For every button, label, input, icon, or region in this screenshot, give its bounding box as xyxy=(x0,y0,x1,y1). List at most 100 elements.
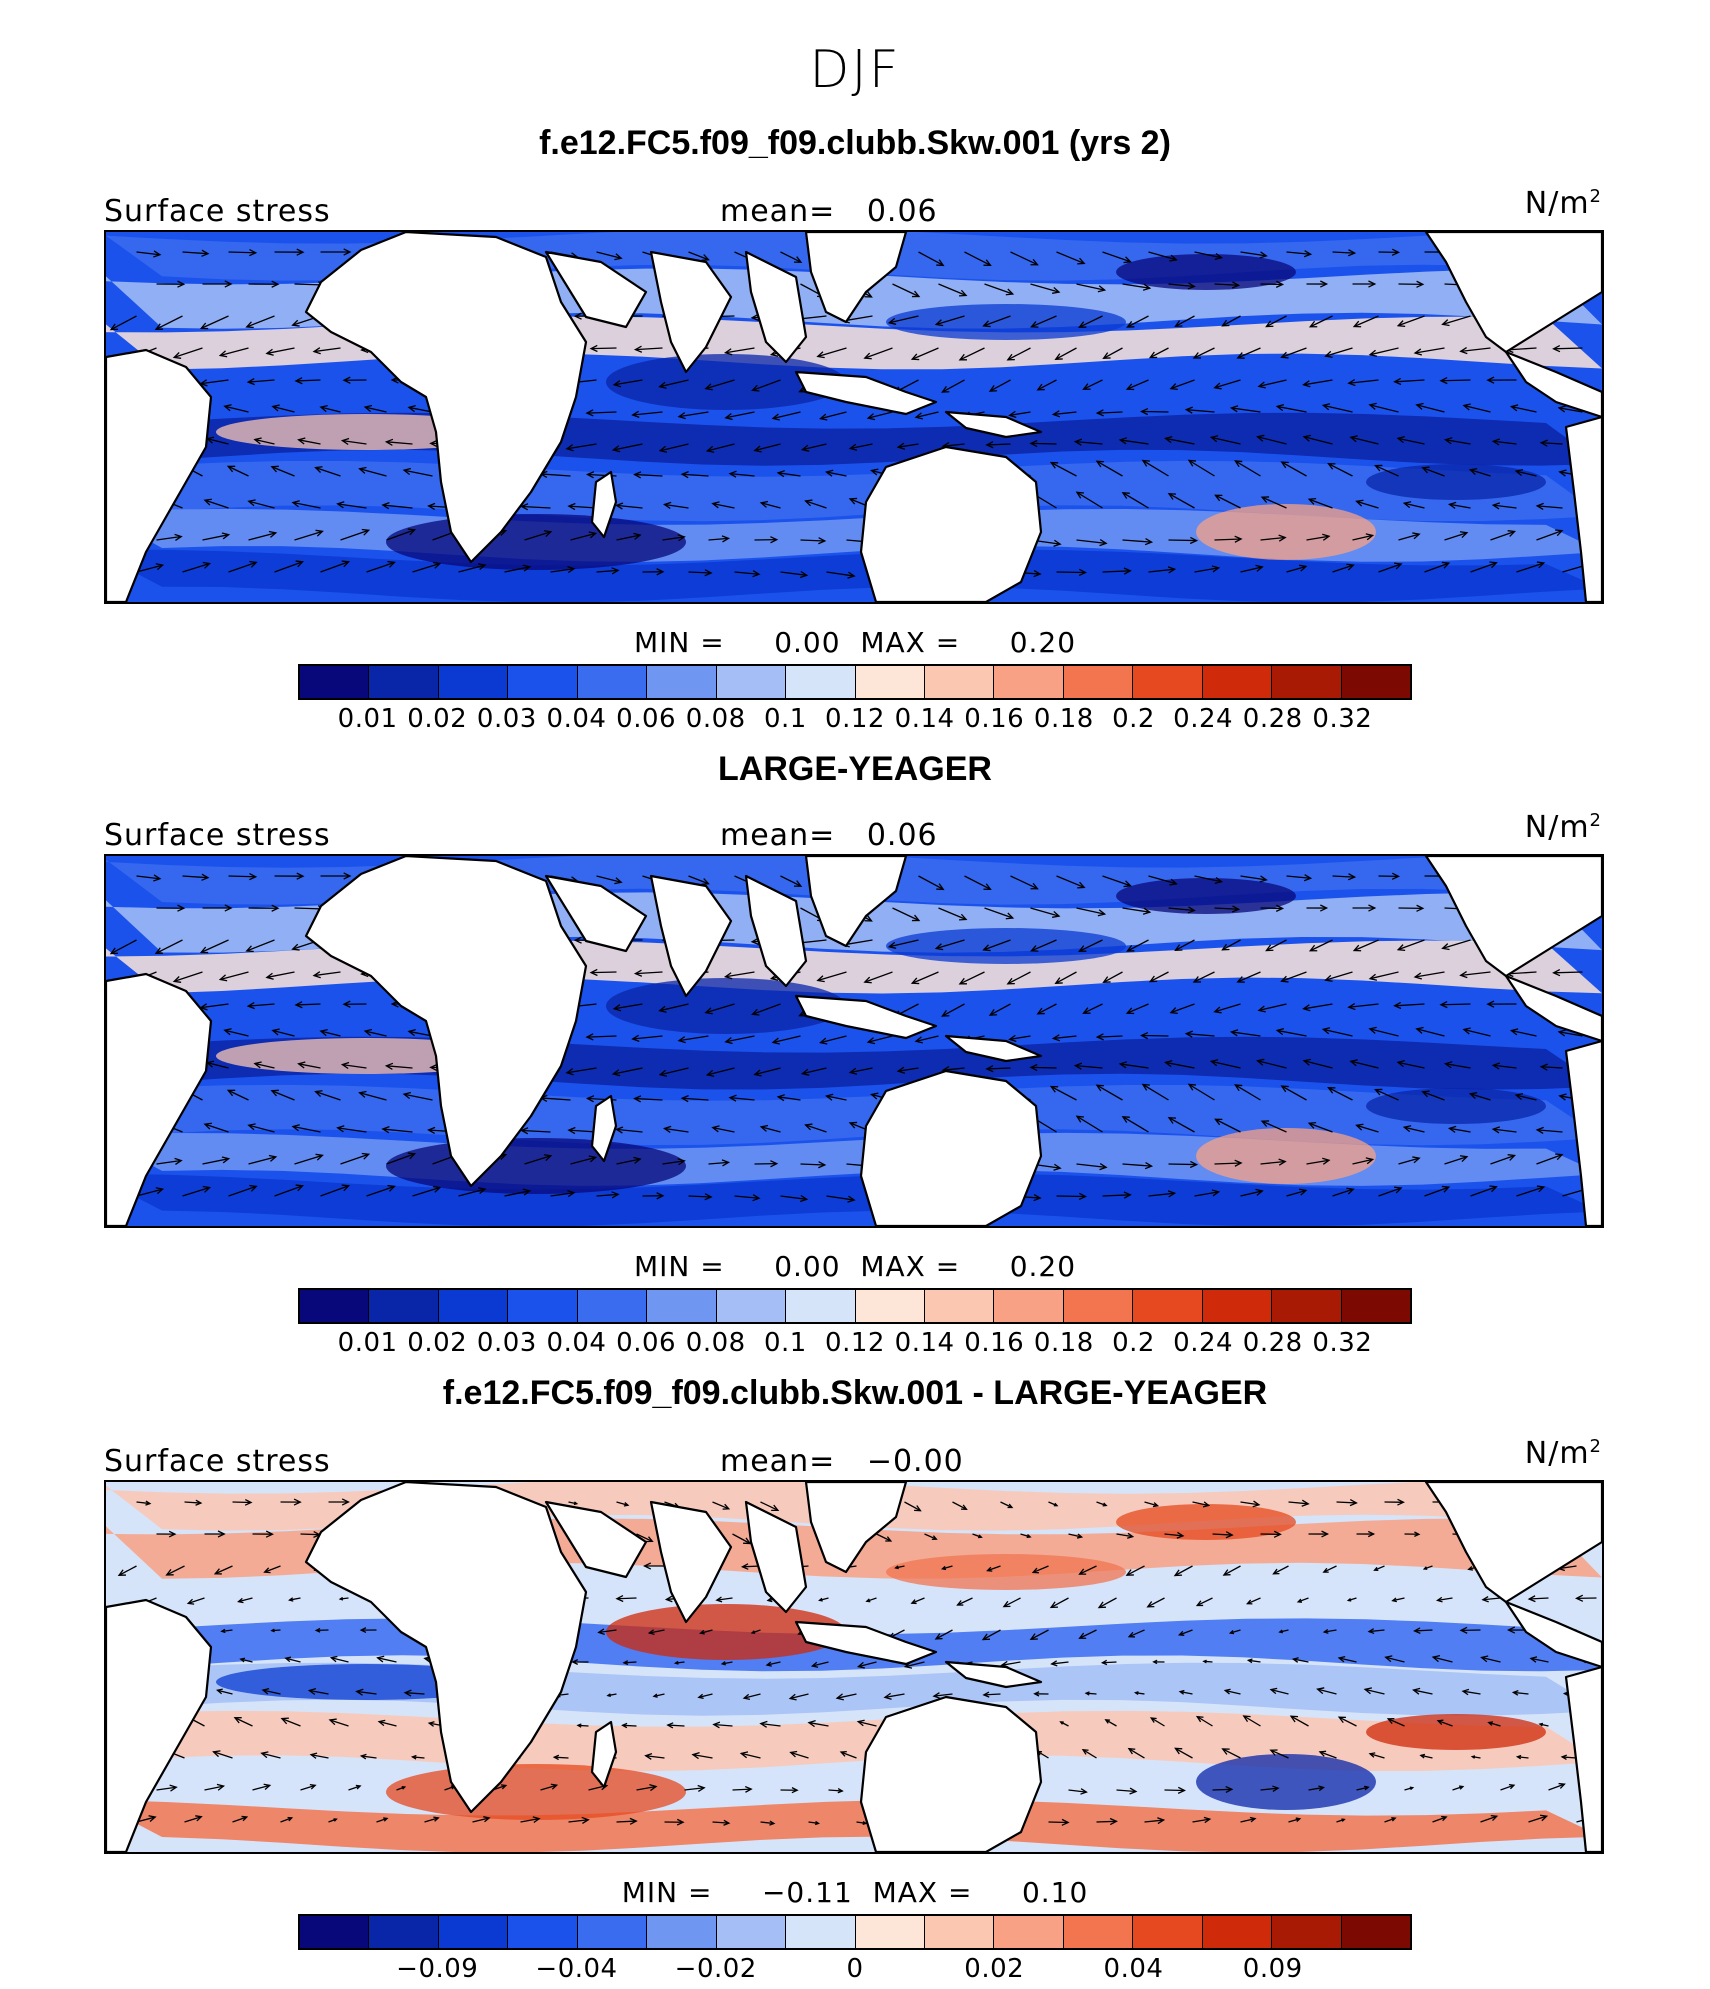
colorbar-tick-label: 0.04 xyxy=(546,1328,607,1358)
wind-arrow xyxy=(688,875,710,885)
wind-arrow xyxy=(1095,460,1123,477)
wind-arrow xyxy=(892,283,921,298)
wind-arrow xyxy=(1280,971,1307,983)
colorbar-tick-label: 0.28 xyxy=(1242,1328,1303,1358)
wind-arrow xyxy=(226,465,249,477)
wind-arrow xyxy=(1378,562,1403,573)
wind-arrow xyxy=(1146,1597,1165,1608)
wind-arrow xyxy=(1149,1717,1165,1727)
wind-arrow xyxy=(1242,1715,1261,1727)
wind-arrow xyxy=(1076,907,1107,917)
wind-arrow xyxy=(1306,280,1329,288)
wind-arrow xyxy=(1164,1531,1185,1539)
colorbar-tick-label: 0.06 xyxy=(616,1328,677,1358)
max-label: MAX = xyxy=(872,1876,973,1909)
wind-arrow xyxy=(643,1562,665,1570)
wind-arrow xyxy=(504,1188,532,1197)
wind-arrow xyxy=(699,1629,713,1635)
wind-arrow xyxy=(1118,1061,1149,1069)
wind-arrow xyxy=(1240,875,1268,883)
colorbar-tick-label: 0.28 xyxy=(1242,704,1303,734)
mean-label: mean= xyxy=(720,1444,836,1479)
colorbar-ticks: 0.01 0.02 0.03 0.04 0.06 0.08 0.1 0.12 0.14 0.16 0… xyxy=(298,704,1412,738)
field-patch xyxy=(886,1554,1126,1590)
wind-arrow xyxy=(1214,1159,1243,1167)
min-max-readout: MIN = −0.11 MAX = 0.10 xyxy=(0,1876,1710,1909)
wind-arrow xyxy=(1514,468,1537,477)
wind-arrow xyxy=(1078,1629,1097,1639)
wind-arrow xyxy=(1194,565,1221,573)
wind-arrow xyxy=(622,1660,637,1666)
wind-arrow xyxy=(1174,315,1195,328)
field-patch xyxy=(1196,1128,1376,1184)
min-value: −0.11 xyxy=(761,1876,853,1909)
wind-arrow xyxy=(1421,1090,1445,1101)
wind-arrow xyxy=(1076,283,1107,293)
wind-arrow xyxy=(1373,1565,1385,1572)
wind-arrow xyxy=(1462,403,1491,413)
wind-arrow xyxy=(1352,939,1379,952)
wind-arrow xyxy=(1125,1003,1149,1015)
unit-label: N/m2 xyxy=(1525,810,1602,845)
wind-arrow xyxy=(1462,1027,1491,1037)
wind-arrow xyxy=(320,1184,351,1197)
wind-arrow xyxy=(571,1659,589,1665)
wind-arrow xyxy=(780,570,809,579)
wind-arrow xyxy=(520,503,551,511)
wind-arrow xyxy=(986,1565,1001,1572)
wind-arrow xyxy=(1212,1785,1234,1794)
wind-arrow xyxy=(232,1815,249,1823)
wind-arrow xyxy=(1419,1753,1433,1759)
wind-arrow xyxy=(472,1816,491,1823)
wind-arrow xyxy=(186,1597,205,1605)
wind-arrow xyxy=(1076,539,1108,547)
stress-map xyxy=(104,230,1604,604)
wind-arrow xyxy=(1010,875,1039,890)
wind-arrow xyxy=(810,1661,829,1668)
wind-arrow xyxy=(910,1597,925,1605)
wind-arrow xyxy=(1234,460,1261,477)
wind-arrow xyxy=(247,1123,275,1133)
wind-arrow xyxy=(1536,529,1564,541)
wind-arrow xyxy=(633,471,663,479)
wind-arrow xyxy=(320,560,351,573)
colorbar-swatch xyxy=(786,1916,856,1948)
wind-arrow xyxy=(1031,1565,1049,1574)
field-patch xyxy=(1366,1714,1546,1750)
wind-arrow xyxy=(381,502,413,510)
wind-arrow xyxy=(940,1565,953,1571)
wind-arrow xyxy=(1078,315,1103,328)
wind-arrow xyxy=(366,560,396,573)
wind-arrow xyxy=(1278,1629,1289,1634)
field-band xyxy=(106,1799,1602,1852)
wind-arrow xyxy=(1214,535,1243,543)
wind-arrow xyxy=(550,1189,576,1198)
colorbar-swatch xyxy=(438,666,509,698)
wind-arrow xyxy=(1560,1754,1577,1761)
wind-arrow xyxy=(109,315,137,331)
wind-arrow xyxy=(1102,567,1132,575)
wind-arrow xyxy=(1355,1123,1379,1133)
colorbar-tick-label: 0.16 xyxy=(964,1328,1025,1358)
wind-arrow xyxy=(715,1596,733,1603)
wind-arrow xyxy=(711,1125,735,1133)
wind-arrow xyxy=(816,971,847,983)
wind-arrow xyxy=(136,563,165,573)
mean-readout: mean= −0.00 xyxy=(720,1444,964,1479)
wind-arrow xyxy=(828,1787,844,1794)
southeast-asia-land xyxy=(744,1500,808,1614)
wind-arrow xyxy=(1302,1058,1333,1069)
colorbar-tick-label: 0.02 xyxy=(407,1328,468,1358)
wind-arrow xyxy=(1194,1189,1221,1197)
asia-coast-land xyxy=(804,856,908,948)
wind-arrow xyxy=(1332,873,1357,881)
wind-arrow xyxy=(688,569,713,577)
wind-arrow xyxy=(136,1500,152,1506)
wind-arrow xyxy=(1260,904,1285,912)
wind-arrow xyxy=(1049,1597,1069,1609)
wind-arrow xyxy=(280,1816,294,1823)
wind-arrow xyxy=(596,1191,620,1199)
wind-arrow xyxy=(1491,502,1517,510)
wind-arrow xyxy=(1538,1722,1549,1727)
colorbar-tick-label: 0 xyxy=(846,1954,864,1984)
